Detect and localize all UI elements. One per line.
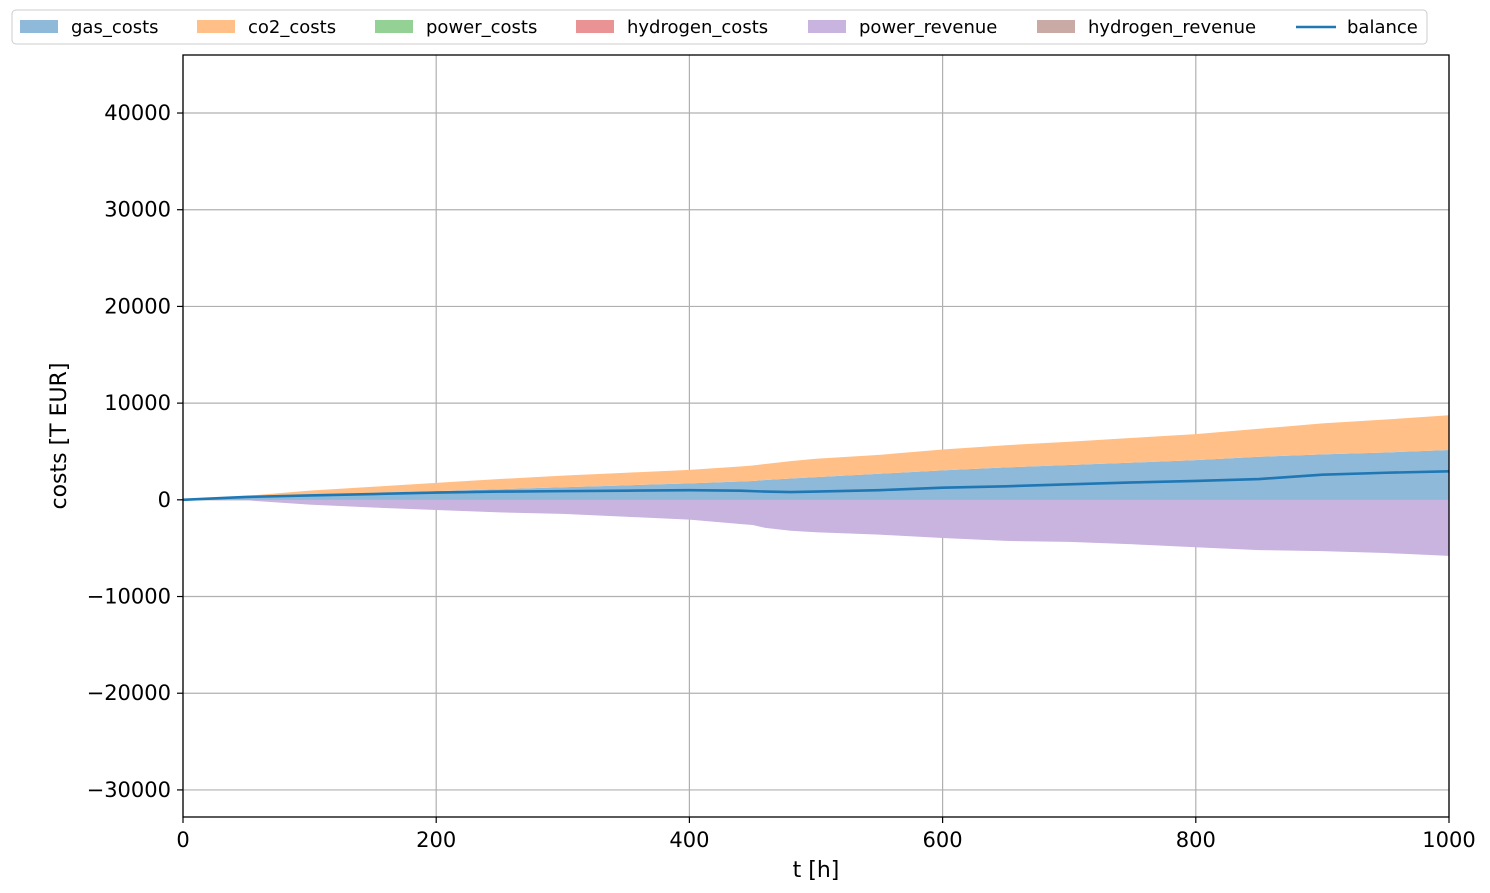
x-tick-label-0: 0 (176, 828, 189, 852)
legend-box (11, 9, 1428, 45)
plot-frame (182, 54, 1450, 818)
legend-swatch-hydrogen_revenue (1037, 20, 1075, 33)
legend-swatch-power_revenue (808, 20, 846, 33)
balance-line-layer (182, 470, 1450, 502)
legend: gas_costs co2_costs power_costs hydrogen_co… (11, 9, 1428, 45)
legend-swatch-hydrogen_costs (576, 20, 614, 33)
y-tick-label-6: −20000 (87, 681, 171, 705)
y-tick-label-7: −30000 (87, 778, 171, 802)
y-tick-label-1: 30000 (104, 198, 171, 222)
x-axis-label: t [h] (793, 858, 840, 883)
legend-label-power_revenue: power_revenue (859, 17, 997, 38)
y-tick-label-5: −10000 (87, 585, 171, 609)
legend-label-hydrogen_costs: hydrogen_costs (627, 17, 768, 38)
legend-swatch-co2_costs (197, 20, 235, 33)
y-tick-label-2: 20000 (104, 294, 171, 318)
x-tick-label-3: 600 (923, 828, 963, 852)
line-balance (182, 470, 1450, 502)
legend-label-co2_costs: co2_costs (248, 17, 336, 38)
legend-swatch-gas_costs (20, 20, 58, 33)
area-co2_costs (183, 415, 1449, 500)
x-tick-label-1: 200 (416, 828, 456, 852)
x-tick-label-4: 800 (1176, 828, 1216, 852)
stacked-areas (183, 415, 1449, 556)
legend-swatch-power_costs (375, 20, 413, 33)
y-tick-label-3: 10000 (104, 391, 171, 415)
y-tick-label-4: 0 (158, 488, 171, 512)
legend-label-hydrogen_revenue: hydrogen_revenue (1088, 17, 1256, 38)
area-power_revenue (183, 499, 1449, 556)
ticks: 0 200 400 600 800 1000 40000 30000 20000 10000 0 −1… (87, 101, 1476, 852)
y-tick-label-0: 40000 (104, 101, 171, 125)
legend-label-power_costs: power_costs (426, 17, 537, 38)
x-tick-label-5: 1000 (1422, 828, 1475, 852)
y-axis-label: costs [T EUR] (47, 363, 72, 510)
legend-label-gas_costs: gas_costs (71, 17, 159, 38)
legend-label-balance: balance (1347, 17, 1418, 38)
x-tick-label-2: 400 (669, 828, 709, 852)
area-gas_costs (183, 450, 1449, 500)
